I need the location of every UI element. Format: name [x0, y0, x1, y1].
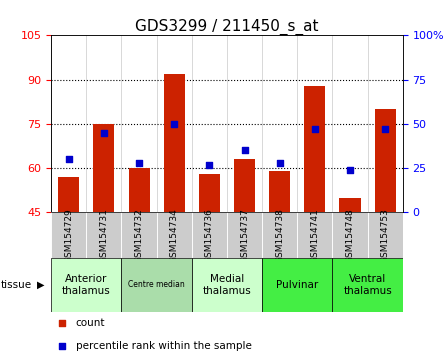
Text: percentile rank within the sample: percentile rank within the sample — [76, 341, 252, 350]
Bar — [262, 212, 297, 258]
Point — [312, 126, 319, 132]
Bar — [93, 124, 114, 212]
Point — [171, 121, 178, 127]
Bar — [375, 109, 396, 212]
Bar — [297, 212, 332, 258]
Point — [241, 148, 248, 153]
Bar — [164, 74, 185, 212]
Text: GSM154737: GSM154737 — [240, 208, 249, 263]
Text: Medial
thalamus: Medial thalamus — [202, 274, 251, 296]
Bar — [262, 258, 332, 312]
Text: GSM154729: GSM154729 — [64, 208, 73, 263]
Text: Centre median: Centre median — [128, 280, 185, 290]
Bar — [58, 177, 79, 212]
Bar — [51, 212, 86, 258]
Point — [136, 160, 143, 166]
Text: GSM154732: GSM154732 — [134, 208, 144, 263]
Text: GSM154734: GSM154734 — [170, 208, 179, 263]
Point — [319, 52, 326, 58]
Bar — [340, 198, 360, 212]
Text: GSM154736: GSM154736 — [205, 208, 214, 263]
Point — [65, 156, 73, 162]
Bar — [234, 159, 255, 212]
Point — [276, 160, 283, 166]
Text: GSM154738: GSM154738 — [275, 208, 284, 263]
Title: GDS3299 / 211450_s_at: GDS3299 / 211450_s_at — [135, 19, 319, 35]
Point — [101, 130, 108, 136]
Text: Anterior
thalamus: Anterior thalamus — [62, 274, 111, 296]
Text: Pulvinar: Pulvinar — [276, 280, 318, 290]
Bar — [121, 212, 157, 258]
Bar — [269, 171, 290, 212]
Bar — [192, 212, 227, 258]
Text: Ventral
thalamus: Ventral thalamus — [343, 274, 392, 296]
Text: GSM154753: GSM154753 — [380, 208, 390, 263]
Text: tissue: tissue — [0, 280, 32, 290]
Text: GSM154741: GSM154741 — [310, 208, 320, 263]
Point — [319, 253, 326, 258]
Text: ▶: ▶ — [36, 280, 44, 290]
Bar — [192, 258, 262, 312]
Bar — [129, 168, 150, 212]
Bar — [332, 258, 403, 312]
Text: GSM154731: GSM154731 — [99, 208, 109, 263]
Text: GSM154748: GSM154748 — [345, 208, 355, 263]
Point — [382, 126, 389, 132]
Bar — [332, 212, 368, 258]
Bar — [51, 258, 121, 312]
Bar — [157, 212, 192, 258]
Point — [206, 162, 213, 167]
Point — [347, 167, 354, 173]
Bar — [304, 86, 325, 212]
Bar — [86, 212, 121, 258]
Bar — [121, 258, 192, 312]
Bar — [368, 212, 403, 258]
Bar — [199, 174, 220, 212]
Bar — [227, 212, 262, 258]
Text: count: count — [76, 318, 105, 329]
